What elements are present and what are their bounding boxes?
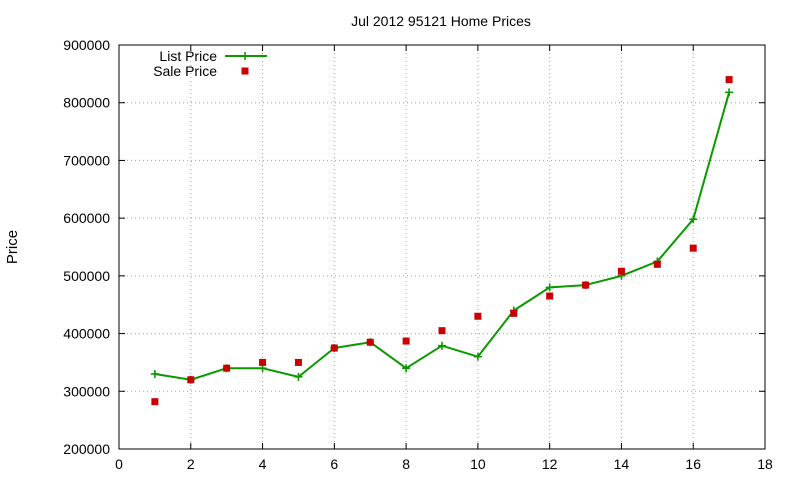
data-point-list-price (402, 364, 411, 373)
y-tick-label: 900000 (63, 37, 110, 53)
data-point-sale-price (653, 260, 661, 268)
x-tick-label: 18 (757, 456, 773, 472)
y-tick-label: 600000 (63, 210, 110, 226)
data-point-list-price (473, 352, 482, 361)
data-point-sale-price (438, 327, 446, 335)
data-point-sale-price (294, 358, 302, 366)
data-point-list-price (150, 369, 159, 378)
y-tick-label: 300000 (63, 383, 110, 399)
x-tick-label: 4 (259, 456, 267, 472)
x-tick-label: 0 (115, 456, 123, 472)
data-point-sale-price (187, 376, 195, 384)
data-point-sale-price (330, 344, 338, 352)
legend-label-list-price: List Price (159, 48, 217, 64)
y-tick-label: 400000 (63, 326, 110, 342)
data-point-sale-price (151, 398, 159, 406)
plot-frame (118, 44, 766, 450)
data-point-sale-price (223, 364, 231, 372)
data-point-sale-price (617, 267, 625, 275)
x-axis-tick-labels: 0 2 4 6 8 10 12 14 16 18 (115, 456, 773, 472)
data-point-list-price (545, 283, 554, 292)
data-point-sale-price (366, 338, 374, 346)
x-tick-label: 10 (470, 456, 486, 472)
x-tick-label: 8 (402, 456, 410, 472)
y-tick-label: 700000 (63, 152, 110, 168)
data-point-sale-price (689, 244, 697, 252)
series-marks (150, 76, 734, 406)
chart-title: Jul 2012 95121 Home Prices (351, 13, 531, 29)
axis-ticks (118, 44, 766, 450)
legend-label-sale-price: Sale Price (153, 63, 217, 79)
data-point-list-price (725, 88, 734, 97)
data-point-sale-price (510, 309, 518, 317)
data-point-sale-price (259, 358, 267, 366)
y-tick-label: 200000 (63, 441, 110, 457)
data-point-list-price (689, 215, 698, 224)
x-tick-label: 12 (542, 456, 558, 472)
legend-marker-sale-price (241, 67, 249, 75)
data-point-sale-price (474, 312, 482, 320)
x-tick-label: 14 (614, 456, 630, 472)
y-axis-label: Price (4, 230, 21, 264)
data-point-list-price (438, 341, 446, 350)
data-point-list-price (294, 372, 303, 381)
legend: List Price Sale Price (153, 48, 267, 79)
data-point-sale-price (402, 337, 410, 345)
legend-marker-list-price (241, 52, 249, 60)
x-tick-label: 6 (330, 456, 338, 472)
data-point-sale-price (725, 76, 733, 84)
y-axis-tick-labels: 200000 300000 400000 500000 600000 700000 8000… (63, 37, 110, 457)
y-tick-label: 800000 (63, 95, 110, 111)
data-point-sale-price (546, 292, 554, 300)
x-tick-label: 16 (685, 456, 701, 472)
y-tick-label: 500000 (63, 268, 110, 284)
data-point-sale-price (582, 281, 590, 289)
x-tick-label: 2 (187, 456, 195, 472)
